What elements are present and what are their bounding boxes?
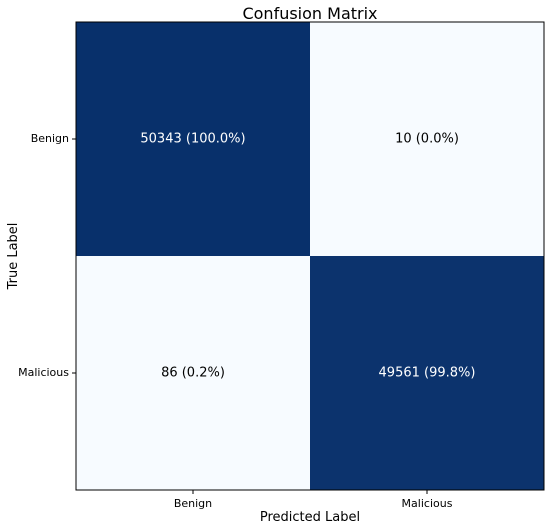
x-axis-label: Predicted Label bbox=[260, 510, 360, 525]
heatmap-cell bbox=[310, 256, 544, 490]
cell-value-label: 10 (0.0%) bbox=[395, 132, 459, 147]
cell-value-label: 49561 (99.8%) bbox=[379, 366, 476, 381]
x-tick-label: Malicious bbox=[402, 497, 453, 510]
cell-value-label: 50343 (100.0%) bbox=[140, 132, 245, 147]
y-axis: Benign Malicious bbox=[18, 132, 76, 379]
chart-title: Confusion Matrix bbox=[242, 4, 377, 23]
x-axis: Benign Malicious bbox=[174, 490, 453, 510]
plot-frame bbox=[75, 21, 545, 491]
cell-value-label: 86 (0.2%) bbox=[161, 366, 225, 381]
y-tick-label: Malicious bbox=[18, 366, 69, 379]
heatmap-cells: 50343 (100.0%) 10 (0.0%) 86 (0.2%) 49561 (9… bbox=[76, 22, 544, 490]
heatmap-cell bbox=[310, 22, 544, 256]
x-tick-label: Benign bbox=[174, 497, 212, 510]
heatmap-cell bbox=[76, 256, 310, 490]
heatmap-cell bbox=[76, 22, 310, 256]
y-tick-label: Benign bbox=[31, 132, 69, 145]
y-axis-label: True Label bbox=[6, 223, 21, 291]
